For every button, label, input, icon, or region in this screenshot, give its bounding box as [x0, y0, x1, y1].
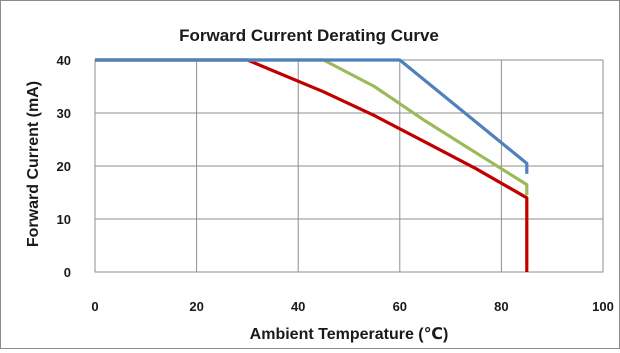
series-layer — [95, 58, 529, 272]
x-tick-label: 60 — [393, 299, 407, 314]
chart-title: Forward Current Derating Curve — [179, 26, 439, 45]
series-line-3 — [95, 58, 529, 174]
y-tick-label: 20 — [57, 159, 71, 174]
derating-chart: Forward Current Derating Curve 0 20 40 60 80… — [25, 26, 614, 343]
tick-labels: 0 20 40 60 80 100 0 10 20 30 40 — [57, 53, 614, 314]
series-line-1 — [95, 58, 529, 272]
y-tick-label: 0 — [64, 265, 71, 280]
grid — [95, 60, 603, 272]
y-tick-label: 30 — [57, 106, 71, 121]
y-axis-label: Forward Current (mA) — [25, 81, 42, 247]
y-tick-label: 40 — [57, 53, 71, 68]
x-tick-label: 100 — [592, 299, 614, 314]
x-tick-label: 80 — [494, 299, 508, 314]
x-axis-label: Ambient Temperature (℃) — [250, 326, 449, 343]
series-line-2 — [95, 58, 529, 196]
x-tick-label: 20 — [189, 299, 203, 314]
y-tick-label: 10 — [57, 212, 71, 227]
x-tick-label: 40 — [291, 299, 305, 314]
x-tick-label: 0 — [91, 299, 98, 314]
